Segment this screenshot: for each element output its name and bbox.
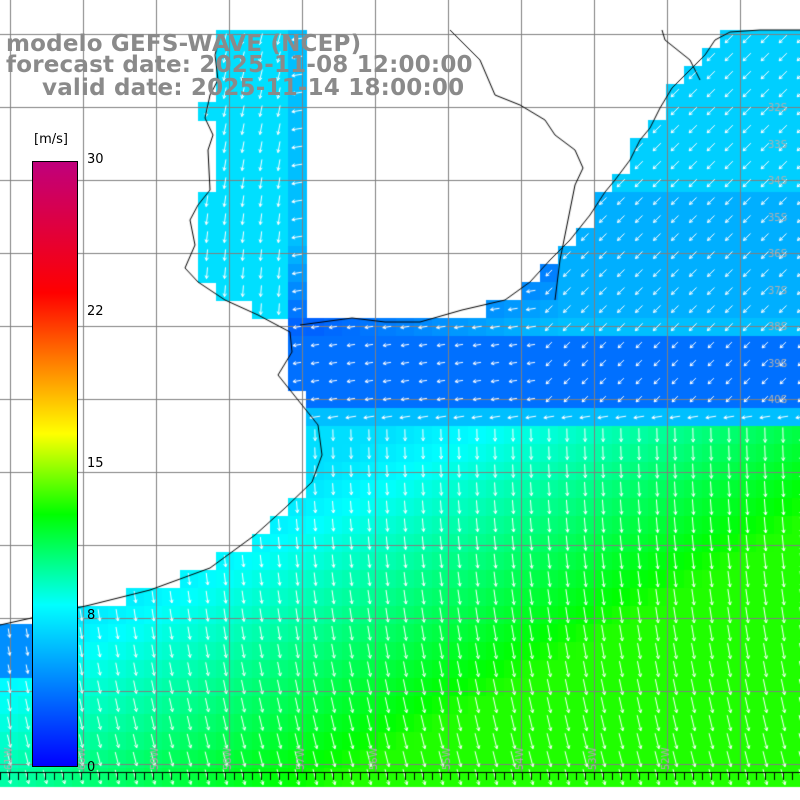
forecast-date-title: forecast date: 2025-11-08 12:00:00 xyxy=(6,52,473,78)
valid-date-title: valid date: 2025-11-14 18:00:00 xyxy=(42,75,465,101)
model-title: modelo GEFS-WAVE (NCEP) xyxy=(6,31,362,57)
